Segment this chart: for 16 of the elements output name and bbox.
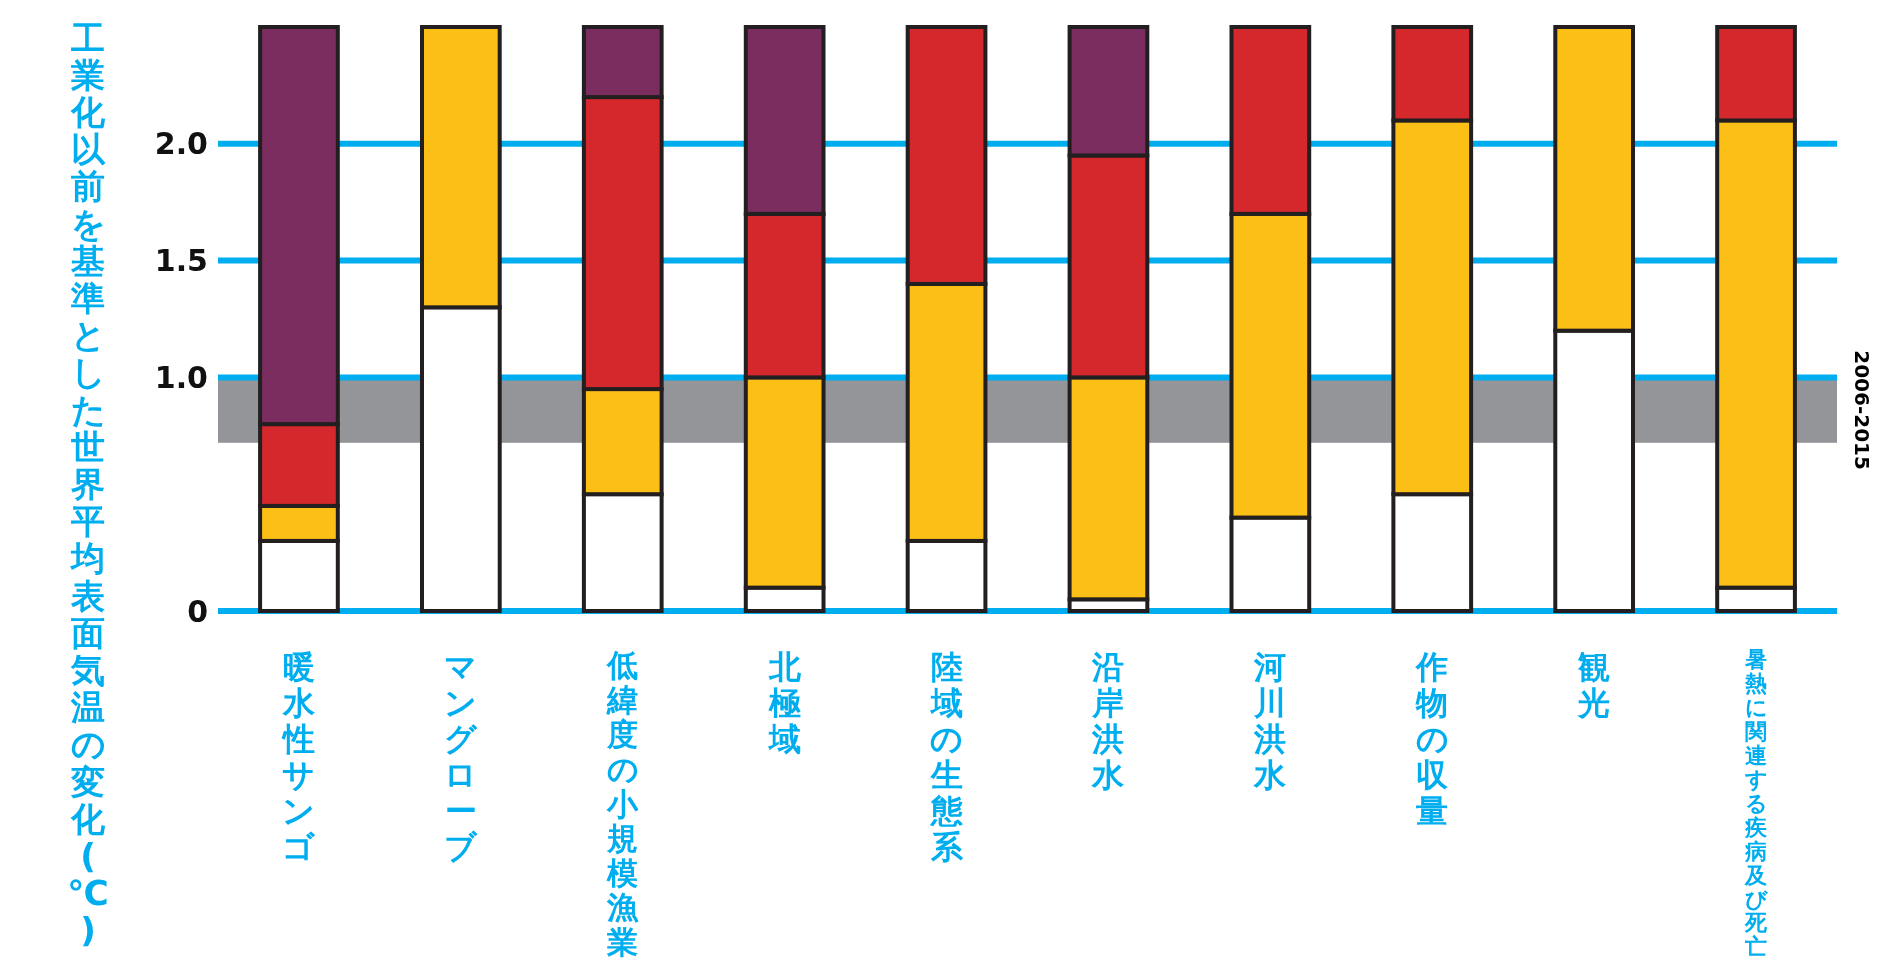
y-tick-label: 0 [187,593,208,629]
category-label: 低緯度の小規模漁業 [606,647,639,960]
x-tick-label: 河川洪水 [1253,647,1288,794]
x-tick-label: 作物の収量 [1414,647,1450,830]
category-label: 暑熱に関連する疾病及び死亡 [1744,647,1768,960]
x-tick-label: 暖水性サンゴ [280,647,317,866]
x-tick-label: 陸域の生態系 [928,647,964,866]
text: 工業化以前を基準とした世界平均表面気温の変化(℃) [67,17,109,951]
x-tick-label: 北極域 [766,647,802,758]
x-tick-label: マングローブ [444,647,479,866]
x-tick-label: 沿岸洪水 [1091,647,1126,794]
y-tick-label: 1.5 [154,243,208,279]
band-label: 2006-2015 [1849,350,1874,470]
y-tick-label: 1.0 [154,359,208,395]
x-tick-label: 観光 [1576,647,1611,722]
y-tick-label: 2.0 [154,126,208,162]
